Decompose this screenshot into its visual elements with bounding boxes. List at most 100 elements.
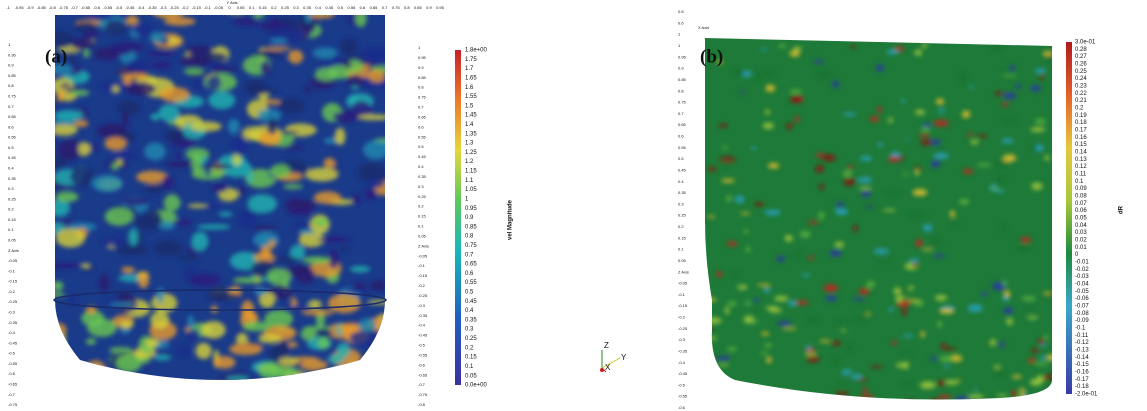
- flow-blob: [284, 200, 318, 210]
- flow-blob: [282, 145, 303, 150]
- flow-blob: [150, 113, 160, 121]
- tick-label: -0.45: [8, 340, 18, 345]
- flow-blob: [104, 19, 127, 36]
- tick-label: -0.65: [81, 5, 91, 10]
- flow-blob: [266, 118, 278, 135]
- flow-blob: [358, 163, 385, 183]
- flow-blob: [895, 363, 906, 368]
- flow-blob: [149, 31, 167, 44]
- flow-blob: [352, 283, 367, 289]
- flow-blob: [359, 46, 385, 64]
- flow-blob: [269, 38, 288, 44]
- flow-blob: [1000, 225, 1006, 230]
- flow-blob: [763, 343, 773, 348]
- flow-blob: [184, 45, 213, 55]
- flow-blob: [731, 272, 738, 278]
- tick-label: -0.01: [1075, 260, 1089, 266]
- flow-blob: [273, 382, 305, 392]
- tick-label: 0.5: [465, 290, 474, 296]
- flow-blob: [842, 170, 853, 178]
- flow-blob: [101, 236, 125, 248]
- flow-blob: [231, 136, 249, 156]
- flow-blob: [886, 49, 899, 55]
- flow-blob: [122, 111, 129, 127]
- flow-blob: [277, 339, 290, 357]
- flow-blob: [734, 195, 745, 204]
- tick-label: 0.75: [678, 100, 687, 105]
- flow-blob: [767, 162, 780, 169]
- tick-label: 0.7: [465, 252, 474, 258]
- flow-blob: [1027, 305, 1032, 313]
- tick-label: -0.15: [8, 279, 18, 284]
- flow-blob: [104, 207, 134, 226]
- flow-blob: [350, 387, 370, 393]
- tick-label: Z Axis: [418, 243, 429, 248]
- flow-blob: [206, 75, 222, 91]
- tick-label: 0.95: [465, 206, 477, 212]
- tick-label: -0.55: [8, 361, 18, 366]
- triad-label: Z: [604, 341, 609, 350]
- flow-blob: [722, 145, 728, 150]
- tick-label: 0.28: [1075, 47, 1087, 53]
- flow-blob: [116, 243, 148, 256]
- flow-blob: [1010, 64, 1015, 72]
- flow-blob: [323, 157, 336, 169]
- flow-blob: [296, 266, 315, 284]
- flow-blob: [339, 246, 349, 251]
- flow-blob: [340, 38, 358, 56]
- tick-label: 0.04: [1075, 223, 1087, 229]
- tick-label: -0.5: [8, 351, 16, 356]
- flow-blob: [91, 174, 123, 193]
- flow-blob: [992, 43, 1002, 51]
- tick-label: 1: [678, 43, 681, 48]
- flow-blob: [981, 291, 989, 296]
- flow-blob: [726, 195, 732, 202]
- tick-label: -0.09: [1075, 318, 1089, 324]
- flow-blob: [260, 245, 271, 260]
- flow-blob: [116, 353, 142, 373]
- flow-blob: [208, 285, 230, 302]
- tick-label: 0.05: [678, 258, 687, 263]
- flow-blob: [313, 191, 342, 204]
- flow-blob: [187, 203, 208, 209]
- flow-blob: [1044, 155, 1050, 161]
- flow-blob: [825, 398, 830, 400]
- tick-label: -0.25: [418, 293, 428, 298]
- tick-label: 0.4: [418, 164, 424, 169]
- tick-label: 0.75: [8, 93, 17, 98]
- flow-blob: [1017, 246, 1031, 250]
- flow-blob: [238, 209, 258, 228]
- flow-blob: [994, 91, 1004, 96]
- tick-label: 0.5: [338, 5, 344, 10]
- flow-blob: [174, 153, 182, 159]
- flow-blob: [1006, 317, 1013, 326]
- flow-blob: [993, 160, 1009, 168]
- flow-blob: [1030, 143, 1038, 152]
- tick-label: 0.95: [678, 54, 687, 59]
- tick-label: -2.0e-01: [1075, 392, 1098, 398]
- flow-blob: [763, 287, 771, 293]
- flow-blob: [875, 64, 885, 72]
- flow-blob: [300, 327, 317, 341]
- flow-blob: [245, 168, 277, 189]
- tick-label: 0.65: [8, 114, 17, 119]
- tick-label: -0.25: [8, 299, 18, 304]
- tick-label: -0.6: [93, 5, 101, 10]
- flow-blob: [126, 58, 152, 71]
- tick-label: 0.55: [678, 145, 687, 150]
- tick-label: 1.05: [465, 187, 477, 193]
- flow-blob: [82, 389, 97, 407]
- flow-blob: [918, 134, 931, 138]
- flow-blob: [260, 60, 271, 76]
- flow-blob: [1040, 355, 1047, 361]
- flow-blob: [1039, 74, 1044, 80]
- flow-blob: [188, 273, 221, 286]
- flow-blob: [901, 172, 910, 176]
- flow-blob: [264, 309, 294, 328]
- flow-blob: [968, 85, 975, 89]
- flow-blob: [806, 344, 811, 352]
- field-a-blobs: [55, 15, 385, 407]
- flow-blob: [912, 188, 928, 196]
- tick-label: 1.3: [465, 141, 474, 147]
- tick-label: 0.45: [418, 154, 427, 159]
